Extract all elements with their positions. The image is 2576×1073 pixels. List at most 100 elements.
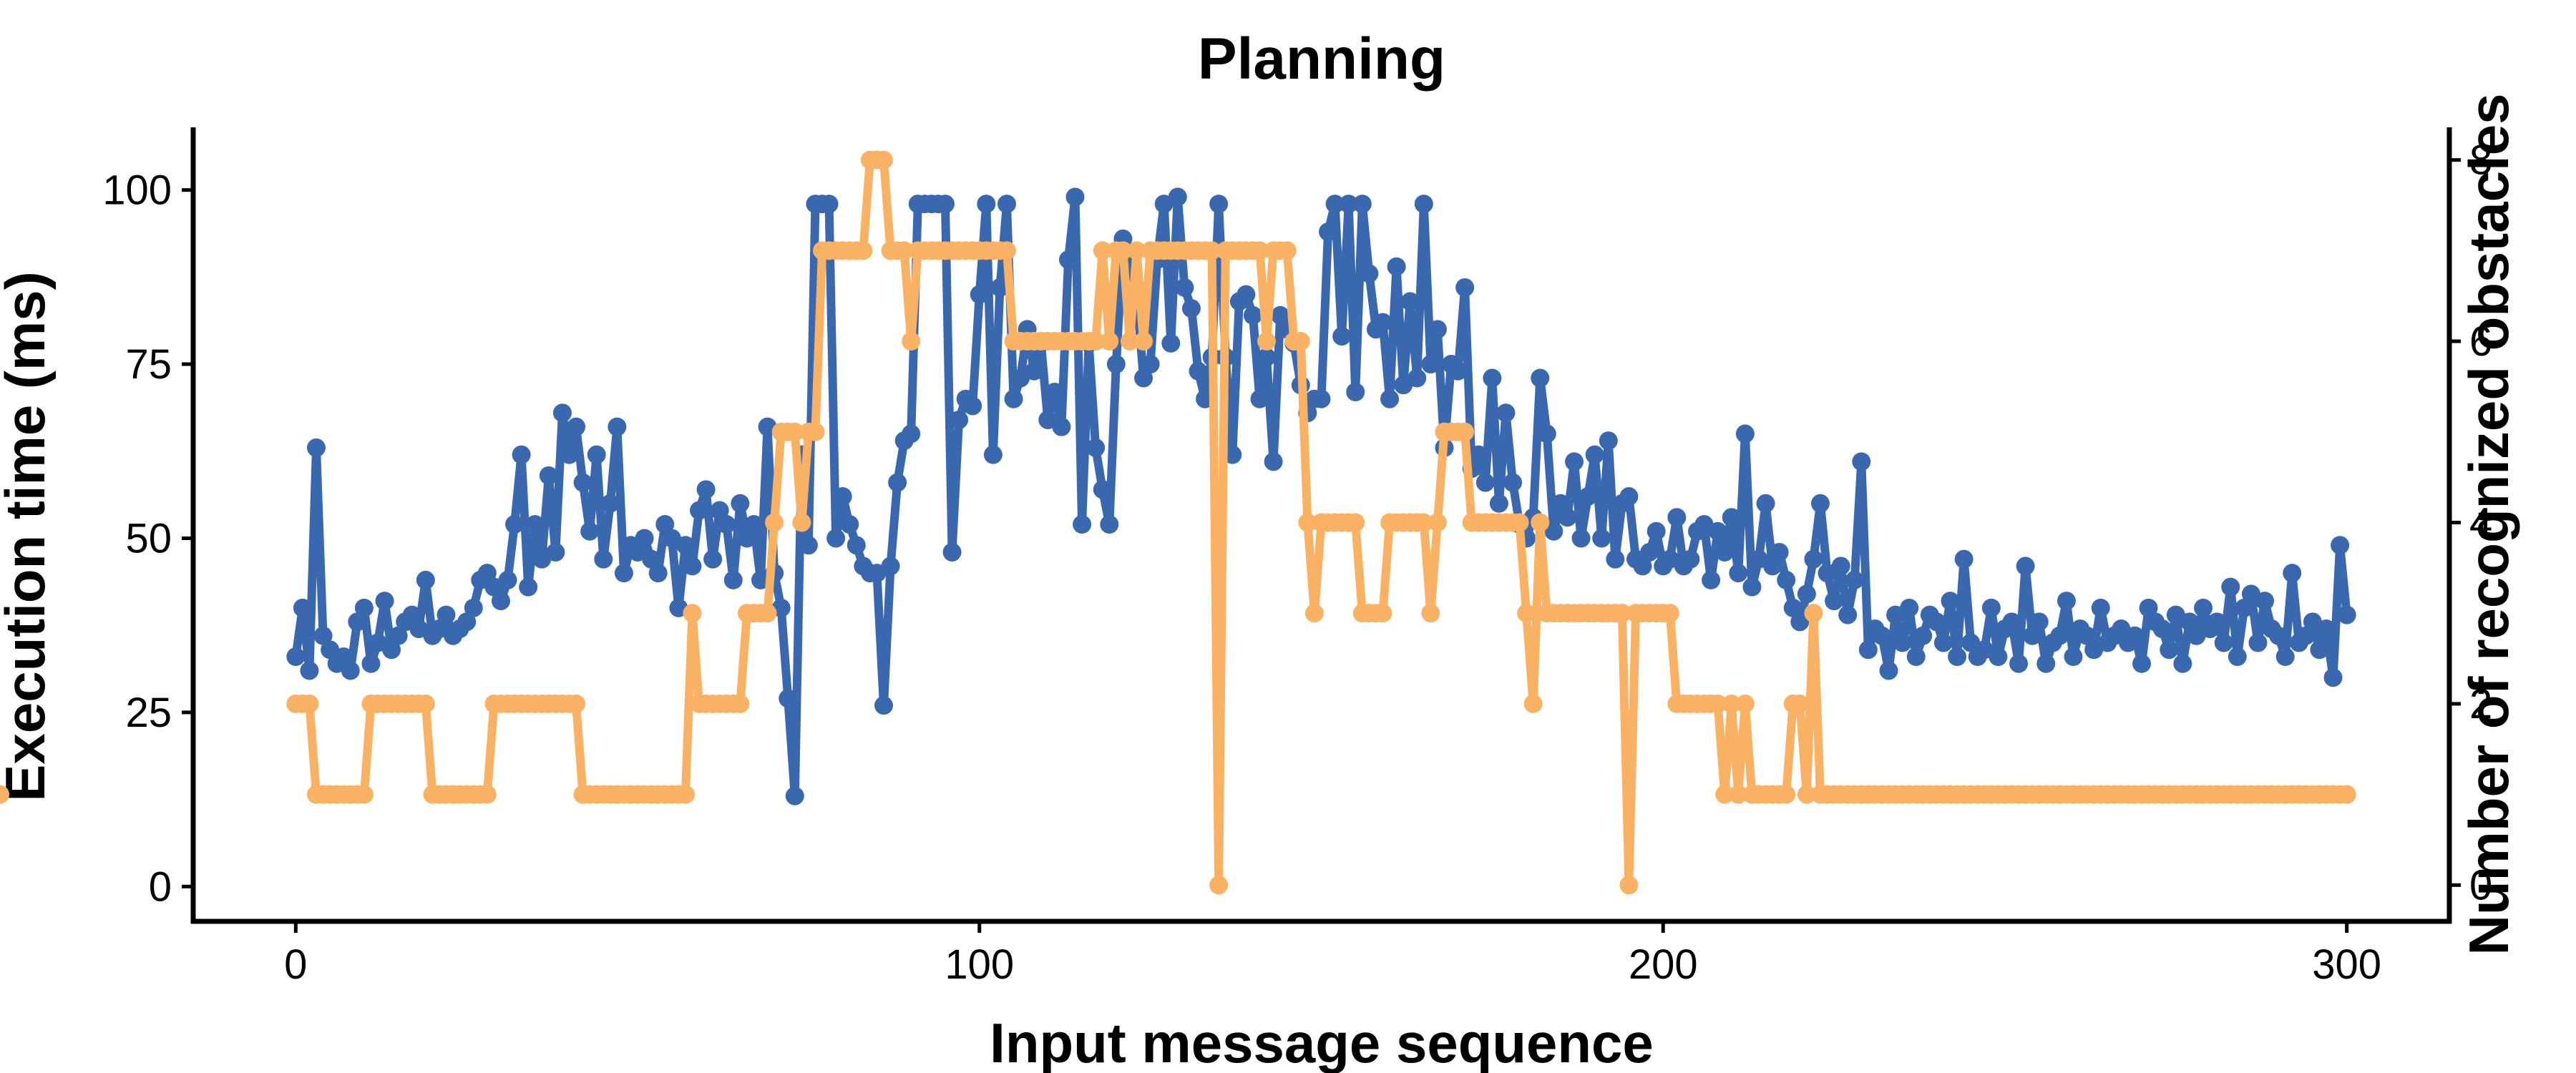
data-point [1291, 332, 1310, 351]
data-point [1298, 513, 1317, 532]
data-point [608, 417, 627, 436]
data-point [546, 542, 565, 562]
data-point [1729, 564, 1748, 583]
data-point [1845, 570, 1864, 589]
data-point [321, 640, 340, 660]
data-point [1373, 313, 1392, 332]
data-point [1004, 389, 1023, 408]
data-point [758, 604, 777, 623]
data-point [389, 626, 408, 645]
data-point [1702, 570, 1721, 589]
data-point [594, 549, 613, 569]
data-point [1428, 320, 1447, 339]
data-point [1708, 694, 1727, 713]
y-tick-label: 75 [125, 341, 172, 388]
data-point [1667, 508, 1687, 527]
data-point [1052, 417, 1071, 436]
data-point [1073, 515, 1092, 534]
data-point [1243, 305, 1262, 325]
data-point [662, 529, 681, 548]
data-point [902, 424, 921, 444]
data-point [348, 612, 367, 632]
data-point [1236, 285, 1256, 304]
data-point [477, 564, 497, 583]
data-point [1531, 368, 1550, 388]
data-point [1503, 473, 1523, 492]
data-point [2194, 598, 2213, 617]
data-point [1927, 612, 1946, 632]
data-point [1948, 647, 1967, 666]
data-point [1838, 605, 1858, 624]
data-point [1770, 542, 1789, 562]
data-point [375, 592, 394, 611]
data-point [1571, 529, 1591, 548]
data-point [731, 694, 750, 713]
data-point [512, 445, 531, 464]
data-point [1106, 355, 1126, 374]
data-point [1154, 195, 1174, 214]
data-point [1722, 508, 1741, 527]
data-point [997, 241, 1016, 260]
data-point [1209, 876, 1229, 895]
data-point [498, 570, 517, 589]
data-point [567, 417, 586, 436]
data-point [1961, 633, 1981, 652]
data-point [990, 278, 1010, 297]
data-point [826, 529, 846, 548]
data-point [1448, 361, 1468, 381]
data-point [1400, 292, 1420, 311]
data-point [881, 557, 900, 576]
data-point [792, 513, 811, 532]
data-point [1421, 604, 1440, 623]
data-point [1537, 424, 1556, 444]
data-point [1250, 389, 1269, 408]
data-point [1394, 376, 1413, 395]
data-point [1715, 785, 1735, 804]
data-point [683, 604, 702, 623]
x-tick-label: 200 [1629, 941, 1698, 988]
data-point [1346, 513, 1365, 532]
data-point [1304, 604, 1324, 623]
data-point [874, 696, 894, 715]
data-point [416, 570, 435, 589]
data-point [2337, 785, 2356, 804]
data-point [1134, 368, 1153, 388]
data-point [2207, 612, 2227, 632]
y2-axis-title: Number of recognized obstacles [2457, 94, 2520, 956]
data-point [1181, 299, 1201, 318]
data-point [833, 487, 852, 506]
data-point [1708, 521, 1727, 541]
data-point [2166, 605, 2185, 624]
data-point [2152, 619, 2172, 639]
data-point [997, 195, 1016, 214]
data-point [567, 694, 586, 713]
data-point [737, 529, 756, 548]
data-point [1715, 542, 1735, 562]
data-point [1387, 257, 1406, 276]
data-point [2064, 647, 2083, 666]
data-point [710, 501, 729, 520]
data-point [1414, 195, 1433, 214]
data-point [1407, 368, 1427, 388]
data-point [2125, 626, 2145, 645]
data-point [1483, 368, 1502, 388]
data-point [785, 786, 804, 805]
data-point [1127, 241, 1146, 260]
data-point [2091, 598, 2110, 617]
data-point [1825, 592, 1844, 611]
data-point [867, 564, 887, 583]
data-point [888, 473, 907, 492]
data-point [1086, 332, 1106, 351]
data-point [2173, 654, 2192, 673]
data-point [1257, 348, 1277, 367]
data-point [2337, 605, 2356, 624]
data-point [2112, 619, 2131, 639]
y2-tick-label: 2 [2469, 681, 2492, 727]
data-point [799, 536, 818, 555]
data-point [1852, 452, 1871, 471]
data-point [1619, 876, 1639, 895]
data-point [648, 564, 668, 583]
data-point [1011, 368, 1030, 388]
data-point [690, 501, 709, 520]
